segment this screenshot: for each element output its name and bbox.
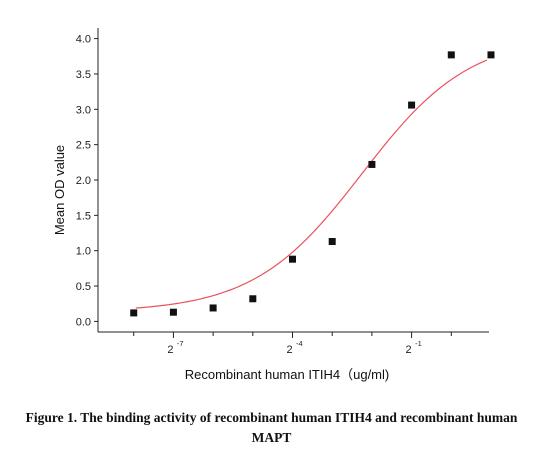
x-tick-label-exponent: -7 [177, 339, 184, 348]
data-point [169, 308, 177, 316]
data-points [130, 51, 495, 317]
y-tick-label: 3.0 [76, 104, 91, 116]
x-tick-label: 2 [286, 344, 292, 356]
fit-curve-line [135, 59, 488, 309]
x-tick-label-exponent: -4 [296, 339, 303, 348]
data-point [130, 309, 138, 317]
data-point [447, 51, 455, 59]
data-point [408, 101, 416, 109]
y-axis-title: Mean OD value [52, 145, 67, 235]
y-ticks: 0.0 0.5 1.0 1.5 2.0 2.5 3.0 3.5 4.0 [76, 34, 98, 328]
data-point [487, 51, 495, 59]
data-point [249, 295, 257, 303]
y-tick-label: 1.0 [76, 246, 91, 258]
y-tick-label: 2.0 [76, 175, 91, 187]
x-axis-title: Recombinant human ITIH4（ug/ml) [185, 367, 389, 382]
data-point [209, 304, 217, 312]
y-tick-label: 3.5 [76, 69, 91, 81]
caption-line-2: MAPT [251, 430, 292, 445]
y-tick-label: 1.5 [76, 210, 91, 222]
axes [97, 28, 489, 333]
data-point [328, 238, 336, 246]
y-tick-label: 4.0 [76, 34, 91, 46]
figure-caption: Figure 1. The binding activity of recomb… [0, 408, 543, 448]
y-tick-label: 0.5 [76, 281, 91, 293]
x-tick-label: 2 [406, 344, 412, 356]
data-point [368, 160, 376, 168]
x-tick-label: 2 [167, 344, 173, 356]
y-tick-label: 2.5 [76, 140, 91, 152]
y-tick-label: 0.0 [76, 316, 91, 328]
x-ticks: 2-72-42-1 [133, 332, 452, 356]
x-tick-label-exponent: -1 [415, 339, 422, 348]
data-point [289, 255, 297, 263]
caption-line-1: Figure 1. The binding activity of recomb… [25, 410, 518, 425]
